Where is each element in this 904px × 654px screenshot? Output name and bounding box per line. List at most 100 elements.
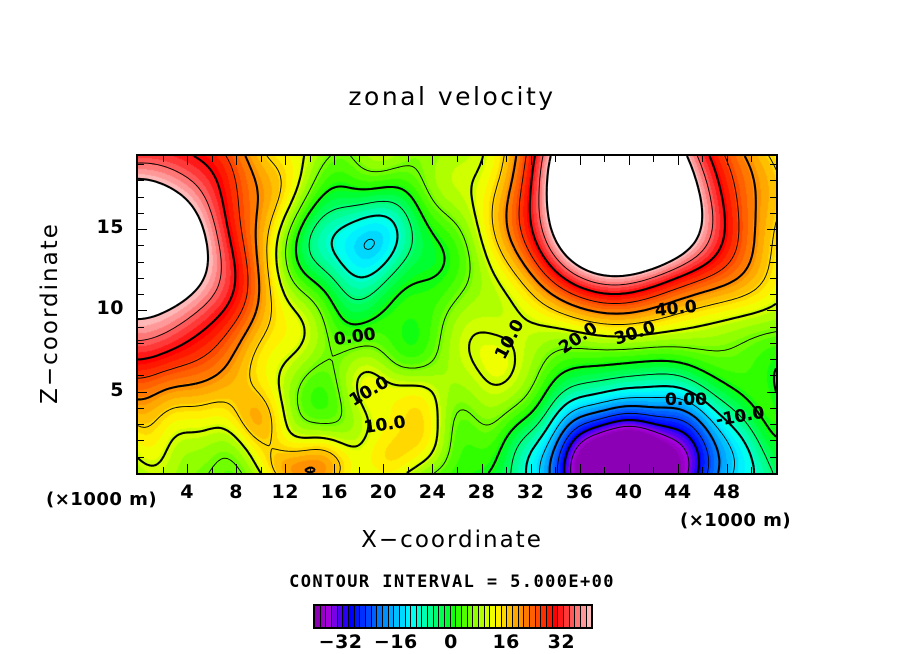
y-axis-tick xyxy=(770,408,776,409)
y-axis-tick xyxy=(767,229,776,230)
x-axis-title: X−coordinate xyxy=(361,527,543,553)
y-axis-tick xyxy=(770,164,776,165)
colorbar-swatch xyxy=(377,606,383,627)
colorbar-swatch xyxy=(546,606,553,627)
colorbar-swatch xyxy=(450,606,457,627)
colorbar-swatch xyxy=(501,606,508,627)
colorbar[interactable] xyxy=(313,604,593,629)
velocity-field-raster xyxy=(138,156,776,473)
y-axis-tick xyxy=(138,164,144,165)
x-axis-tick xyxy=(629,156,630,165)
colorbar-swatch xyxy=(558,606,564,627)
colorbar-swatch xyxy=(456,606,463,627)
y-axis-tick xyxy=(138,229,147,230)
x-axis-tick-label: 8 xyxy=(229,481,243,503)
contour-line xyxy=(138,156,776,473)
page-title: zonal velocity xyxy=(348,82,556,111)
contour-value-label: 0.00 xyxy=(665,390,707,410)
x-axis-tick xyxy=(236,464,237,473)
colorbar-swatch xyxy=(315,606,321,627)
x-axis-tick xyxy=(408,156,409,162)
x-axis-tick xyxy=(212,156,213,162)
colorbar-swatch xyxy=(473,606,480,627)
colorbar-swatch xyxy=(399,606,406,627)
x-axis-tick xyxy=(432,464,433,473)
y-axis-tick xyxy=(770,327,776,328)
y-axis-tick xyxy=(770,457,776,458)
y-axis-tick-label: 15 xyxy=(96,216,124,239)
x-axis-tick xyxy=(506,467,507,473)
colorbar-swatch xyxy=(360,606,366,627)
x-axis-tick xyxy=(678,464,679,473)
x-axis-tick xyxy=(580,156,581,165)
x-axis-tick xyxy=(751,156,752,162)
colorbar-swatch xyxy=(428,606,434,627)
x-axis-tick-label: 36 xyxy=(565,481,594,503)
contour-line xyxy=(138,156,776,473)
x-axis-tick xyxy=(604,156,605,162)
contour-line xyxy=(138,156,714,342)
x-axis-tick xyxy=(653,467,654,473)
x-axis-tick xyxy=(653,156,654,162)
y-axis-tick xyxy=(138,375,144,376)
x-axis-tick-label: 4 xyxy=(180,481,194,503)
x-axis-tick xyxy=(163,156,164,162)
colorbar-swatch xyxy=(575,606,581,627)
colorbar-swatch xyxy=(371,606,378,627)
colorbar-swatch xyxy=(479,606,485,627)
contour-line xyxy=(138,156,704,321)
x-axis-tick xyxy=(334,464,335,473)
y-axis-tick xyxy=(138,343,144,344)
y-axis-title: Z−coordinate xyxy=(37,222,63,404)
colorbar-swatch xyxy=(541,606,547,627)
x-axis-tick-label: 48 xyxy=(713,481,741,503)
colorbar-swatch xyxy=(326,606,332,627)
colorbar-tick-label: 0 xyxy=(444,631,458,653)
x-axis-tick xyxy=(163,467,164,473)
x-axis-tick-label: 24 xyxy=(418,481,447,503)
y-axis-tick xyxy=(138,457,144,458)
x-axis-tick xyxy=(236,156,237,165)
colorbar-swatch xyxy=(337,606,344,627)
y-axis-tick xyxy=(770,375,776,376)
colorbar-swatch xyxy=(394,606,400,627)
colorbar-swatch xyxy=(422,606,429,627)
x-axis-tick xyxy=(751,467,752,473)
x-axis-tick xyxy=(727,464,728,473)
x-axis-tick xyxy=(310,467,311,473)
colorbar-swatch xyxy=(462,606,468,627)
x-axis-tick-label: 12 xyxy=(271,481,299,503)
colorbar-swatch xyxy=(507,606,513,627)
contour-line xyxy=(294,185,776,473)
x-axis-tick xyxy=(727,156,728,165)
colorbar-swatch xyxy=(496,606,502,627)
y-axis-tick xyxy=(770,197,776,198)
contour-line xyxy=(563,418,701,473)
y-axis-tick xyxy=(138,262,144,263)
colorbar-swatch xyxy=(484,606,491,627)
x-axis-tick xyxy=(555,156,556,162)
x-axis-tick xyxy=(482,464,483,473)
contour-plot-area xyxy=(136,154,778,475)
y-axis-tick xyxy=(767,310,776,311)
contour-line xyxy=(556,412,710,473)
x-axis-tick xyxy=(531,464,532,473)
contour-line xyxy=(308,200,774,473)
x-axis-tick xyxy=(482,156,483,165)
contour-line xyxy=(363,238,735,473)
colorbar-swatch xyxy=(529,606,536,627)
y-axis-tick xyxy=(770,180,776,181)
y-axis-tick xyxy=(138,245,144,246)
x-axis-tick xyxy=(261,156,262,162)
x-axis-tick xyxy=(629,464,630,473)
y-axis-tick xyxy=(770,245,776,246)
x-axis-tick xyxy=(702,156,703,162)
x-axis-tick xyxy=(506,156,507,162)
x-axis-tick xyxy=(580,464,581,473)
colorbar-swatch xyxy=(439,606,446,627)
colorbar-swatch xyxy=(382,606,389,627)
x-axis-tick xyxy=(383,464,384,473)
contour-line xyxy=(208,156,776,473)
y-axis-tick xyxy=(138,310,147,311)
x-axis-tick xyxy=(604,467,605,473)
